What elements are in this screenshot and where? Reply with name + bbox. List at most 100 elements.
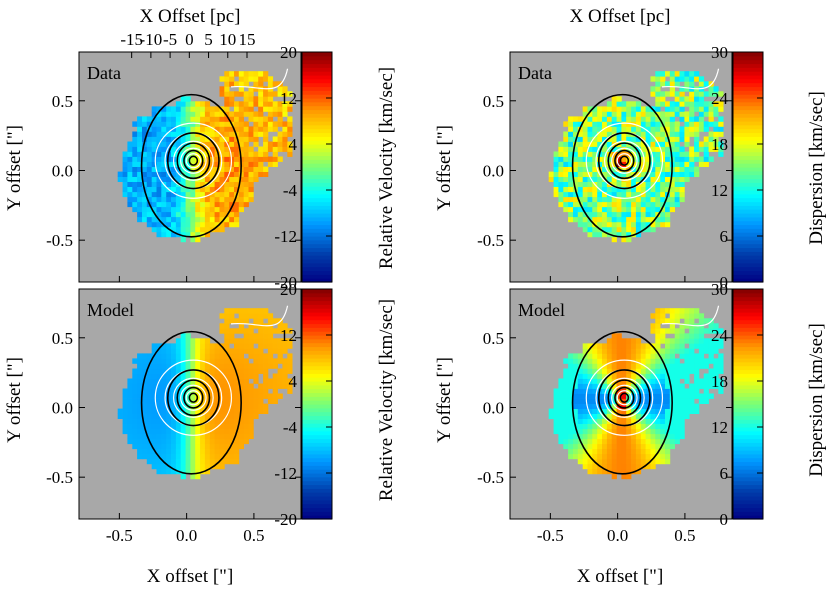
map-cell — [272, 363, 278, 369]
map-cell — [166, 373, 172, 379]
map-cell — [132, 388, 138, 394]
map-cell — [195, 433, 201, 440]
map-cell — [253, 353, 259, 359]
map-cell — [156, 458, 162, 465]
map-cell — [582, 428, 588, 435]
map-cell — [674, 171, 680, 177]
map-cell — [640, 418, 646, 424]
map-cell — [219, 448, 225, 455]
map-cell — [238, 196, 244, 203]
map-cell — [655, 318, 661, 324]
colorbar-frame — [732, 51, 764, 283]
map-cell — [587, 136, 593, 142]
map-cell — [219, 196, 225, 203]
map-cell — [180, 226, 186, 233]
map-cell — [679, 433, 685, 440]
map-cell — [684, 116, 690, 122]
map-cell — [171, 443, 177, 450]
map-cell — [132, 378, 138, 384]
map-cell — [234, 438, 240, 445]
map-cell — [679, 176, 685, 182]
map-cell — [234, 126, 240, 132]
map-cell — [190, 428, 196, 435]
map-cell — [204, 231, 211, 238]
map-cell — [703, 398, 709, 404]
map-cell — [674, 313, 680, 319]
map-cell — [200, 181, 206, 187]
map-cell — [558, 156, 564, 162]
map-cell — [650, 383, 656, 389]
map-cell — [243, 423, 249, 430]
map-cell — [665, 383, 671, 389]
y-tick-label: 0.0 — [483, 398, 504, 417]
map-cell — [669, 378, 675, 384]
map-cell — [151, 403, 157, 409]
map-cell — [606, 206, 613, 213]
map-cell — [611, 428, 617, 435]
map-cell — [267, 398, 274, 404]
map-cell — [718, 383, 724, 389]
map-cell — [611, 468, 617, 475]
map-cell — [180, 383, 186, 389]
map-cell — [577, 443, 583, 450]
map-cell — [582, 418, 588, 424]
map-cell — [635, 161, 642, 167]
colorbar-segment — [733, 243, 763, 249]
map-cell — [190, 231, 196, 238]
map-cell — [568, 448, 574, 455]
map-cell — [660, 216, 666, 223]
map-cell — [224, 151, 230, 157]
map-cell — [219, 443, 225, 450]
colorbar-segment — [733, 55, 763, 61]
colorbar-segment — [302, 128, 332, 134]
colorbar-segment — [302, 209, 332, 214]
map-cell — [582, 438, 588, 445]
map-cell — [708, 106, 714, 112]
map-cell — [713, 323, 719, 329]
map-cell — [602, 136, 608, 142]
map-cell — [665, 196, 671, 203]
map-cell — [258, 91, 264, 97]
colorbar-segment — [733, 132, 763, 137]
colorbar-segment — [733, 331, 763, 336]
map-cell — [200, 463, 206, 470]
colorbar-segment — [733, 109, 763, 114]
colorbar-segment — [302, 296, 332, 302]
map-cell — [577, 216, 583, 223]
colorbar-segment — [302, 361, 332, 367]
map-cell — [171, 116, 177, 122]
map-cell — [573, 126, 579, 132]
colorbar-segment — [733, 63, 763, 68]
map-cell — [234, 458, 240, 465]
map-cell — [185, 201, 191, 208]
map-cell — [253, 358, 259, 364]
colorbar-segment — [733, 136, 763, 141]
map-cell — [195, 171, 201, 177]
map-cell — [669, 201, 675, 208]
map-cell — [238, 111, 244, 117]
map-cell — [161, 438, 167, 445]
map-cell — [248, 76, 254, 82]
map-cell — [568, 151, 574, 157]
colorbar-segment — [733, 312, 763, 317]
map-cell — [248, 373, 254, 379]
map-cell — [248, 338, 254, 344]
colorbar-segment — [302, 247, 332, 252]
map-cell — [190, 363, 196, 369]
map-cell — [195, 131, 201, 137]
map-cell — [137, 121, 143, 127]
map-cell — [713, 378, 719, 384]
map-cell — [214, 443, 220, 450]
map-cell — [631, 348, 637, 354]
map-cell — [665, 373, 671, 379]
colorbar-segment — [302, 186, 332, 191]
map-cell — [635, 353, 642, 359]
map-cell — [229, 206, 235, 213]
map-cell — [272, 141, 278, 147]
white-contour — [154, 122, 233, 199]
map-cell — [234, 156, 240, 162]
map-cell — [694, 368, 700, 374]
map-cell — [185, 358, 191, 364]
map-cell — [674, 126, 680, 132]
map-cell — [132, 206, 138, 213]
